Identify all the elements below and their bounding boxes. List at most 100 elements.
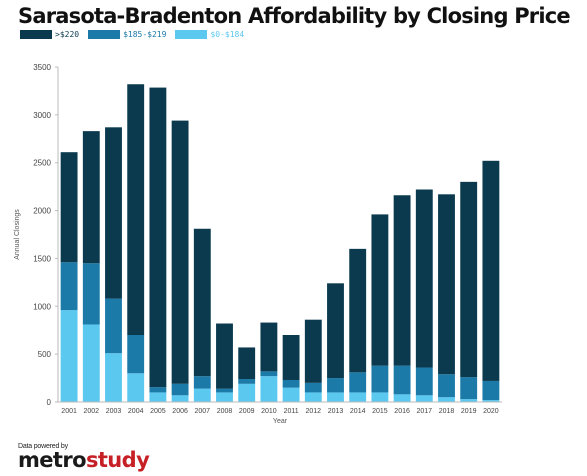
x-tick-label: 2001	[61, 408, 77, 415]
bar-segment-2005-s1[interactable]	[149, 387, 167, 393]
bar-segment-2006-s2[interactable]	[171, 120, 189, 384]
x-tick-label: 2015	[372, 408, 388, 415]
legend-swatch-over-220	[20, 30, 52, 39]
bar-segment-2003-s0[interactable]	[105, 353, 122, 402]
x-tick-label: 2014	[350, 408, 366, 415]
bar-segment-2019-s0[interactable]	[460, 399, 478, 402]
metrostudy-logo: metrostudy	[18, 448, 150, 472]
bar-segment-2019-s2[interactable]	[460, 181, 478, 378]
bar-segment-2013-s0[interactable]	[327, 392, 344, 402]
bar-segment-2018-s0[interactable]	[438, 397, 455, 402]
bar-segment-2011-s0[interactable]	[282, 387, 300, 402]
bar-segment-2009-s2[interactable]	[238, 347, 256, 380]
bar-segment-2002-s1[interactable]	[82, 263, 100, 325]
footer: Data powered by metrostudy	[18, 443, 150, 472]
bar-segment-2005-s0[interactable]	[149, 392, 167, 402]
bar-segment-2020-s0[interactable]	[482, 400, 500, 402]
y-tick-label: 3000	[33, 111, 51, 120]
bar-segment-2012-s0[interactable]	[304, 392, 322, 402]
x-tick-label: 2017	[417, 408, 433, 415]
powered-by-text: Data powered by	[18, 443, 68, 450]
y-tick-label: 1000	[33, 302, 51, 311]
legend-swatch-185-219	[88, 30, 121, 39]
legend-item-over-220[interactable]: >$220	[20, 30, 79, 39]
bar-segment-2020-s1[interactable]	[482, 380, 500, 401]
chart-title: Sarasota-Bradenton Affordability by Clos…	[18, 4, 571, 28]
bar-segment-2019-s1[interactable]	[460, 377, 478, 400]
bar-segment-2003-s1[interactable]	[105, 298, 122, 354]
bar-segment-2002-s0[interactable]	[82, 324, 100, 402]
bar-segment-2015-s0[interactable]	[371, 392, 389, 402]
bar-segment-2004-s1[interactable]	[127, 335, 145, 374]
bar-segment-2018-s1[interactable]	[438, 374, 455, 398]
bar-segment-2014-s2[interactable]	[349, 248, 367, 373]
bar-segment-2012-s2[interactable]	[304, 319, 322, 383]
bar-segment-2002-s2[interactable]	[82, 131, 100, 264]
bar-segment-2020-s2[interactable]	[482, 160, 500, 381]
bar-segment-2010-s1[interactable]	[260, 371, 278, 377]
x-tick-label: 2019	[461, 408, 477, 415]
x-tick-label: 2007	[195, 408, 211, 415]
legend-label-0-184: $0-$184	[210, 30, 245, 39]
bar-segment-2008-s0[interactable]	[216, 392, 233, 402]
bar-segment-2016-s1[interactable]	[393, 365, 411, 395]
bar-segment-2014-s0[interactable]	[349, 392, 367, 402]
bar-segment-2007-s0[interactable]	[193, 388, 211, 402]
x-tick-label: 2010	[261, 408, 277, 415]
bar-segment-2017-s2[interactable]	[415, 189, 433, 368]
bar-segment-2017-s0[interactable]	[415, 395, 433, 402]
x-tick-label: 2002	[84, 408, 100, 415]
y-tick-label: 2500	[33, 159, 51, 168]
y-axis: 0 500 1000 1500 2000 2500 3000 3500	[33, 63, 59, 407]
bar-segment-2001-s0[interactable]	[60, 310, 78, 402]
y-tick-label: 0	[47, 398, 52, 407]
bar-segment-2014-s1[interactable]	[349, 372, 367, 393]
legend-item-185-219[interactable]: $185-$219	[88, 30, 166, 39]
bar-segment-2016-s0[interactable]	[393, 394, 411, 402]
bar-segment-2007-s2[interactable]	[193, 228, 211, 377]
bar-segment-2008-s2[interactable]	[216, 323, 233, 389]
bar-segment-2013-s1[interactable]	[327, 378, 344, 393]
bar-segment-2006-s1[interactable]	[171, 383, 189, 396]
bar-segment-2013-s2[interactable]	[327, 283, 344, 379]
bar-segment-2012-s1[interactable]	[304, 382, 322, 393]
bar-segment-2017-s1[interactable]	[415, 367, 433, 396]
x-tick-label: 2011	[284, 408, 299, 415]
bar-segment-2007-s1[interactable]	[193, 376, 211, 389]
x-axis: 2001 2002 2003 2004 2005 2006 2007 2008 2009 2010…	[58, 401, 502, 415]
bar-segment-2015-s1[interactable]	[371, 365, 389, 393]
y-axis-label: Annual Closings	[14, 209, 21, 260]
x-tick-label: 2005	[150, 408, 166, 415]
bar-segment-2011-s2[interactable]	[282, 335, 300, 380]
bar-segment-2010-s2[interactable]	[260, 322, 278, 372]
bar-segment-2008-s1[interactable]	[216, 388, 233, 393]
legend-item-0-184[interactable]: $0-$184	[175, 30, 244, 39]
x-tick-label: 2008	[217, 408, 233, 415]
bar-segment-2004-s0[interactable]	[127, 373, 145, 402]
bar-segment-2018-s2[interactable]	[438, 194, 455, 375]
bar-segment-2001-s1[interactable]	[60, 262, 78, 311]
x-tick-label: 2012	[306, 408, 322, 415]
bar-segment-2015-s2[interactable]	[371, 214, 389, 366]
bar-segment-2010-s0[interactable]	[260, 376, 278, 402]
legend: >$220 $185-$219 $0-$184	[20, 30, 253, 39]
y-tick-label: 2000	[33, 207, 51, 216]
bar-segment-2009-s0[interactable]	[238, 383, 256, 402]
bar-segment-2006-s0[interactable]	[171, 395, 189, 402]
x-tick-label: 2004	[128, 408, 144, 415]
logo-part-metro: metro	[18, 448, 87, 472]
x-tick-label: 2018	[439, 408, 455, 415]
bars-group	[60, 84, 500, 402]
bar-segment-2001-s2[interactable]	[60, 152, 78, 263]
logo-part-study: study	[85, 448, 150, 472]
bar-segment-2005-s2[interactable]	[149, 87, 167, 388]
x-axis-label: Year	[273, 418, 288, 425]
bar-segment-2004-s2[interactable]	[127, 84, 145, 335]
bar-segment-2016-s2[interactable]	[393, 195, 411, 366]
x-tick-label: 2020	[483, 408, 499, 415]
x-tick-label: 2016	[394, 408, 410, 415]
bar-segment-2011-s1[interactable]	[282, 379, 300, 388]
bar-segment-2009-s1[interactable]	[238, 379, 256, 384]
bar-segment-2003-s2[interactable]	[105, 127, 122, 299]
